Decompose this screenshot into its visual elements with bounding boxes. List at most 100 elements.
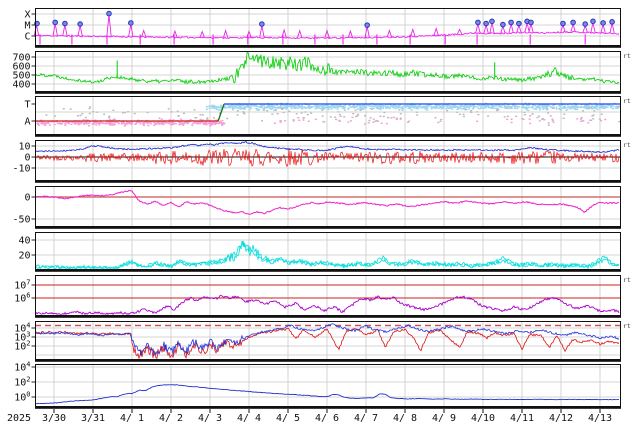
left-spine: [35, 140, 36, 180]
rt-label: rt: [623, 276, 631, 284]
y-axis-label: 100: [14, 391, 30, 404]
y-axis-label: 600: [12, 62, 30, 73]
panel-separator: [35, 269, 621, 272]
flare-marker: [77, 21, 83, 27]
left-spine: [35, 51, 36, 91]
x-axis-tick-label: 4/ 3: [198, 413, 222, 424]
right-spine: [620, 364, 621, 406]
y-axis-label: 103: [14, 331, 30, 344]
right-spine: [620, 51, 621, 91]
flare-droplines: [39, 34, 586, 45]
y-axis-label: 0: [24, 153, 30, 164]
rt-label: rt: [623, 141, 631, 149]
y-axis-label: 102: [14, 376, 30, 389]
x-axis-tick-label: 4/ 6: [315, 413, 339, 424]
left-spine: [35, 186, 36, 226]
chan-red-trace: [35, 327, 620, 360]
away-samples-scatter: [35, 118, 226, 127]
density-a-trace: [35, 240, 620, 270]
y-axis-label: 500: [12, 71, 30, 82]
flare-marker: [489, 18, 495, 25]
bz-trace: [35, 147, 620, 168]
left-spine: [35, 275, 36, 315]
left-spine: [35, 8, 36, 45]
flare-marker: [508, 19, 514, 26]
sector-step-line: [217, 103, 225, 122]
y-axis-label: C: [24, 32, 30, 43]
right-spine: [620, 96, 621, 134]
x-axis-tick-label: 3/30: [42, 413, 66, 424]
y-axis-label: -50: [12, 215, 30, 226]
rt-label: rt: [623, 97, 631, 105]
x-axis-tick-label: 4/13: [588, 413, 612, 424]
right-spine: [620, 186, 621, 226]
y-axis-label: 106: [14, 292, 30, 305]
mixed-samples-scatter: [40, 104, 621, 127]
y-axis-label: 104: [14, 361, 30, 374]
y-axis-label: 700: [12, 53, 30, 64]
x-axis-tick-label: 4/ 5: [276, 413, 300, 424]
y-axis-label: 10: [18, 142, 30, 153]
flare-marker: [364, 22, 370, 28]
y-axis-label: T: [24, 100, 30, 111]
panel-separator: [35, 359, 621, 362]
flare-marker: [62, 20, 68, 27]
panel-top-border: [35, 186, 620, 187]
flare-marker: [560, 20, 566, 27]
right-spine: [620, 275, 621, 315]
y-axis-label: 400: [12, 80, 30, 91]
left-spine: [35, 232, 36, 269]
y-axis-label: M: [24, 21, 30, 32]
x-axis-tick-label: 4/ 7: [354, 413, 378, 424]
panel-separator: [35, 45, 621, 48]
panel-separator: [35, 315, 621, 318]
rt-label: rt: [623, 52, 631, 60]
panel-separator: [35, 134, 621, 137]
panel-separator: [35, 406, 621, 409]
y-axis-label: 20: [18, 251, 30, 262]
dst-trace: [35, 189, 620, 215]
flare-marker: [600, 20, 606, 26]
flare-marker: [106, 10, 112, 17]
flare-marker: [483, 20, 489, 27]
flare-marker: [528, 19, 534, 26]
y-axis-label: 102: [14, 340, 30, 353]
flare-marker: [582, 21, 588, 27]
left-spine: [35, 321, 36, 359]
panel-top-border: [35, 51, 620, 52]
x-axis-tick-label: 3/31: [81, 413, 105, 424]
flare-marker: [500, 21, 506, 28]
y-axis-label: 40: [18, 236, 30, 247]
right-spine: [620, 321, 621, 359]
flare-marker: [475, 19, 481, 26]
proton-10mev-trace: [35, 384, 619, 405]
panel-separator: [35, 91, 621, 94]
panel-top-border: [35, 140, 620, 141]
y-axis-label: A: [24, 117, 30, 128]
x-axis-tick-label: 4/11: [510, 413, 534, 424]
y-axis-label: X: [24, 10, 30, 21]
x-axis-tick-label: 4/10: [471, 413, 495, 424]
y-axis-label: 107: [14, 279, 30, 292]
right-spine: [620, 8, 621, 45]
panel-top-border: [35, 321, 620, 322]
left-spine: [35, 96, 36, 134]
rt-label: rt: [623, 322, 631, 330]
electron-2mev-trace: [35, 294, 620, 316]
b-total-trace: [35, 141, 620, 154]
speed-trace: [35, 52, 620, 85]
panel-top-border: [35, 364, 620, 365]
chan-blue-trace: [35, 323, 620, 356]
flare-marker: [52, 19, 58, 26]
left-spine: [35, 364, 36, 406]
year-label: 2025: [7, 413, 31, 424]
x-axis-tick-label: 4/ 1: [120, 413, 144, 424]
density-b-trace: [35, 240, 620, 270]
flare-marker: [516, 20, 522, 27]
x-axis-tick-label: 4/ 2: [159, 413, 183, 424]
y-axis-label: -10: [12, 164, 30, 175]
panel-separator: [35, 226, 621, 229]
right-spine: [620, 232, 621, 269]
